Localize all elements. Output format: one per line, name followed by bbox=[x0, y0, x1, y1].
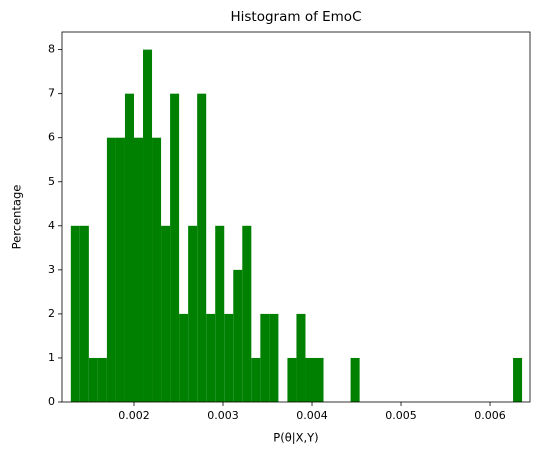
bar bbox=[260, 313, 270, 402]
x-tick-label: 0.004 bbox=[296, 409, 328, 422]
bar bbox=[296, 313, 306, 402]
bar bbox=[97, 357, 107, 402]
plot-frame bbox=[61, 31, 531, 403]
bar bbox=[314, 357, 324, 402]
bar bbox=[161, 225, 171, 402]
bar bbox=[143, 49, 153, 402]
y-axis-label: Percentage bbox=[10, 185, 24, 250]
bar bbox=[251, 357, 261, 402]
bar bbox=[197, 93, 207, 403]
y-tick-label: 3 bbox=[48, 263, 55, 276]
y-tick-label: 8 bbox=[48, 43, 55, 56]
y-tick-label: 0 bbox=[48, 395, 55, 408]
bar bbox=[206, 313, 216, 402]
bar bbox=[350, 357, 360, 402]
x-tick-label: 0.005 bbox=[385, 409, 417, 422]
y-tick-label: 6 bbox=[48, 131, 55, 144]
bar bbox=[215, 225, 225, 402]
bar bbox=[115, 137, 125, 402]
y-tick-label: 2 bbox=[48, 307, 55, 320]
y-tick-label: 4 bbox=[48, 219, 55, 232]
y-tick-label: 1 bbox=[48, 351, 55, 364]
bar bbox=[106, 137, 116, 402]
bar bbox=[79, 225, 89, 402]
bar bbox=[269, 313, 279, 402]
bar bbox=[133, 137, 144, 402]
bar bbox=[88, 357, 98, 402]
bar bbox=[70, 225, 80, 402]
chart-title: Histogram of EmoC bbox=[231, 9, 362, 25]
x-axis-label: P(θ|X,Y) bbox=[273, 431, 318, 445]
bar bbox=[287, 357, 297, 402]
bar bbox=[179, 313, 189, 402]
bar bbox=[124, 93, 134, 403]
bar bbox=[152, 137, 162, 402]
bar bbox=[170, 93, 180, 403]
y-tick-label: 5 bbox=[48, 175, 55, 188]
bar bbox=[224, 313, 234, 402]
bar bbox=[513, 357, 523, 402]
x-tick-label: 0.003 bbox=[207, 409, 239, 422]
bar bbox=[233, 269, 243, 402]
x-tick-label: 0.006 bbox=[474, 409, 506, 422]
bar bbox=[305, 357, 315, 402]
bar bbox=[188, 225, 198, 402]
bar bbox=[242, 225, 252, 402]
x-tick-label: 0.002 bbox=[118, 409, 150, 422]
y-tick-label: 7 bbox=[48, 87, 55, 100]
